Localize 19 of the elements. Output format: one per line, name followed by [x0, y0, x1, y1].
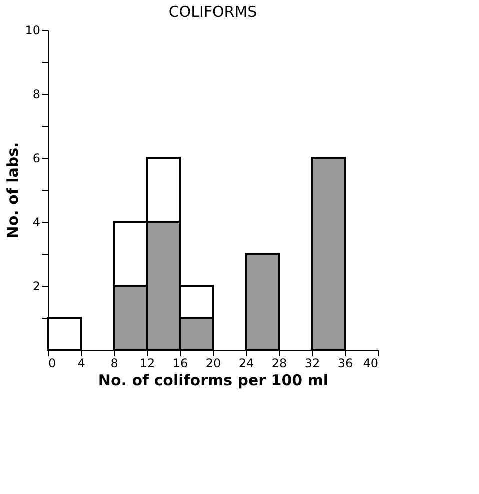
x-tick-label: 24 — [238, 356, 254, 370]
y-tick-label: 4 — [32, 216, 40, 230]
x-tick-label: 8 — [110, 356, 118, 370]
y-tick-label: 2 — [32, 280, 40, 294]
y-axis-title: No. of labs. — [4, 142, 22, 239]
x-axis-title: No. of coliforms per 100 ml — [98, 372, 329, 390]
x-tick-label: 12 — [140, 356, 156, 370]
x-tick-label: 36 — [338, 356, 354, 370]
y-tick-label: 6 — [32, 152, 40, 166]
y-tick-label: 8 — [32, 88, 40, 102]
x-tick-label: 16 — [172, 356, 188, 370]
x-tick-label: 0 — [48, 356, 56, 370]
y-tick-label: 10 — [25, 24, 40, 38]
chart-title: COLIFORMS — [168, 3, 258, 21]
x-tick-label: 32 — [304, 356, 320, 370]
x-tick-label: 28 — [272, 356, 288, 370]
x-tick-label: 40 — [363, 356, 378, 370]
x-tick-label: 4 — [78, 356, 86, 370]
x-tick-label: 20 — [206, 356, 222, 370]
